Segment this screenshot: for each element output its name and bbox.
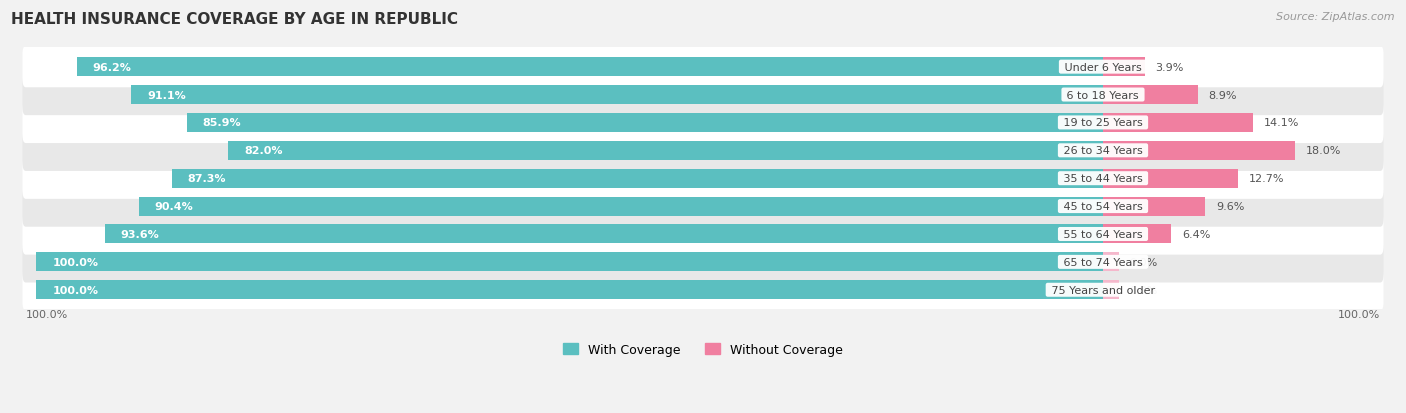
FancyBboxPatch shape <box>22 186 1384 227</box>
FancyBboxPatch shape <box>22 47 1384 88</box>
Bar <box>1102 114 1253 133</box>
FancyBboxPatch shape <box>22 131 1384 171</box>
Text: 96.2%: 96.2% <box>93 62 132 72</box>
Text: 3.9%: 3.9% <box>1156 62 1184 72</box>
Text: 100.0%: 100.0% <box>52 285 98 295</box>
Text: 18.0%: 18.0% <box>1306 146 1341 156</box>
Text: 9.6%: 9.6% <box>1216 202 1244 211</box>
Text: 65 to 74 Years: 65 to 74 Years <box>1060 257 1146 267</box>
Text: 8.9%: 8.9% <box>1209 90 1237 100</box>
Legend: With Coverage, Without Coverage: With Coverage, Without Coverage <box>558 338 848 361</box>
Bar <box>1102 58 1144 77</box>
Text: 93.6%: 93.6% <box>121 230 159 240</box>
Text: 0.0%: 0.0% <box>1129 285 1159 295</box>
FancyBboxPatch shape <box>22 158 1384 199</box>
Text: 45 to 54 Years: 45 to 54 Years <box>1060 202 1146 211</box>
FancyBboxPatch shape <box>22 75 1384 116</box>
Text: 0.0%: 0.0% <box>1129 257 1159 267</box>
Text: 85.9%: 85.9% <box>202 118 242 128</box>
Bar <box>1102 169 1239 188</box>
Bar <box>77 58 1102 77</box>
Text: 82.0%: 82.0% <box>245 146 283 156</box>
Text: 100.0%: 100.0% <box>52 257 98 267</box>
Bar <box>37 253 1102 272</box>
Bar <box>1102 86 1198 105</box>
Bar <box>187 114 1102 133</box>
Text: 12.7%: 12.7% <box>1249 174 1285 184</box>
Bar <box>228 142 1102 160</box>
Bar <box>1102 197 1205 216</box>
Text: Under 6 Years: Under 6 Years <box>1062 62 1144 72</box>
Text: 91.1%: 91.1% <box>148 90 186 100</box>
Text: 55 to 64 Years: 55 to 64 Years <box>1060 230 1146 240</box>
Bar <box>131 86 1102 105</box>
Bar <box>172 169 1102 188</box>
Bar <box>1102 253 1119 272</box>
Text: 87.3%: 87.3% <box>188 174 226 184</box>
FancyBboxPatch shape <box>22 269 1384 311</box>
Text: Source: ZipAtlas.com: Source: ZipAtlas.com <box>1277 12 1395 22</box>
Text: 90.4%: 90.4% <box>155 202 194 211</box>
FancyBboxPatch shape <box>22 214 1384 255</box>
Text: 19 to 25 Years: 19 to 25 Years <box>1060 118 1146 128</box>
Bar <box>37 280 1102 299</box>
Bar <box>139 197 1102 216</box>
Text: 26 to 34 Years: 26 to 34 Years <box>1060 146 1146 156</box>
Text: 6 to 18 Years: 6 to 18 Years <box>1063 90 1143 100</box>
Text: 14.1%: 14.1% <box>1264 118 1299 128</box>
FancyBboxPatch shape <box>22 102 1384 144</box>
Text: HEALTH INSURANCE COVERAGE BY AGE IN REPUBLIC: HEALTH INSURANCE COVERAGE BY AGE IN REPU… <box>11 12 458 27</box>
Text: 6.4%: 6.4% <box>1182 230 1211 240</box>
Bar <box>104 225 1102 244</box>
FancyBboxPatch shape <box>22 242 1384 283</box>
Bar <box>1102 280 1119 299</box>
Bar <box>1102 225 1171 244</box>
Text: 100.0%: 100.0% <box>1339 309 1381 320</box>
Text: 100.0%: 100.0% <box>25 309 67 320</box>
Bar <box>1102 142 1295 160</box>
Text: 35 to 44 Years: 35 to 44 Years <box>1060 174 1146 184</box>
Text: 75 Years and older: 75 Years and older <box>1047 285 1159 295</box>
